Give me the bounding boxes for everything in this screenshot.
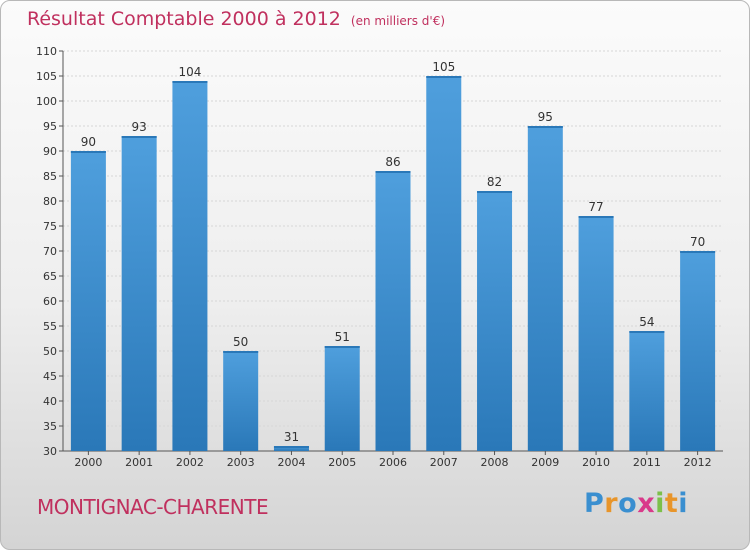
bar-cap bbox=[172, 81, 208, 83]
bar bbox=[172, 81, 208, 451]
x-tick-label: 2006 bbox=[379, 456, 407, 469]
value-label: 90 bbox=[81, 135, 96, 149]
x-tick-label: 2010 bbox=[582, 456, 610, 469]
y-tick-label: 65 bbox=[43, 270, 57, 283]
logo-letter: t bbox=[664, 488, 679, 519]
logo-letter: P bbox=[584, 488, 605, 519]
axes: 30 35 40 45 50 55 60 65 70 75 80 85 90 95 100 105 110 200… bbox=[36, 45, 723, 469]
bar-cap bbox=[426, 76, 462, 78]
x-tick-label: 2003 bbox=[227, 456, 255, 469]
x-tick-label: 2012 bbox=[684, 456, 712, 469]
y-tick-label: 90 bbox=[43, 145, 57, 158]
place-name: MONTIGNAC-CHARENTE bbox=[37, 495, 269, 519]
logo-letter: i bbox=[678, 488, 689, 519]
bar-cap bbox=[273, 446, 309, 448]
chart-title: Résultat Comptable 2000 à 2012 bbox=[27, 8, 341, 30]
value-label: 31 bbox=[284, 430, 299, 444]
y-tick-label: 40 bbox=[43, 395, 57, 408]
y-tick-label: 95 bbox=[43, 120, 57, 133]
value-label: 77 bbox=[588, 200, 603, 214]
bars bbox=[70, 76, 716, 451]
bar bbox=[223, 351, 259, 451]
y-tick-label: 70 bbox=[43, 245, 57, 258]
value-label: 50 bbox=[233, 335, 248, 349]
x-tick-label: 2007 bbox=[430, 456, 458, 469]
logo-letter: r bbox=[604, 488, 619, 519]
bar-cap bbox=[578, 216, 614, 218]
y-tick-label: 45 bbox=[43, 370, 57, 383]
bar bbox=[426, 76, 462, 451]
bar bbox=[527, 126, 563, 451]
y-tick-label: 55 bbox=[43, 320, 57, 333]
labels: 90 93 104 50 31 51 86 105 82 95 77 54 70 bbox=[81, 60, 706, 444]
bar bbox=[680, 251, 716, 451]
bar bbox=[121, 136, 157, 451]
y-tick-label: 75 bbox=[43, 220, 57, 233]
bar-cap bbox=[629, 331, 665, 333]
logo-letter: x bbox=[637, 488, 656, 519]
title-row: Résultat Comptable 2000 à 2012 (en millie… bbox=[27, 8, 445, 30]
value-label: 104 bbox=[178, 65, 201, 79]
y-tick-label: 50 bbox=[43, 345, 57, 358]
x-tick-label: 2009 bbox=[531, 456, 559, 469]
y-tick-label: 110 bbox=[36, 45, 57, 58]
value-label: 51 bbox=[335, 330, 350, 344]
bar-cap bbox=[527, 126, 563, 128]
bar-cap bbox=[477, 191, 513, 193]
bar bbox=[375, 171, 411, 451]
bar-cap bbox=[375, 171, 411, 173]
y-tick-label: 60 bbox=[43, 295, 57, 308]
bar-cap bbox=[223, 351, 259, 353]
value-label: 105 bbox=[432, 60, 455, 74]
bar-cap bbox=[680, 251, 716, 253]
chart-subtitle: (en milliers d'€) bbox=[350, 14, 446, 28]
bar-cap bbox=[324, 346, 360, 348]
value-label: 70 bbox=[690, 235, 705, 249]
bar bbox=[324, 346, 360, 451]
y-tick-label: 80 bbox=[43, 195, 57, 208]
logo-letter: i bbox=[655, 488, 665, 519]
proxiti-logo: Proxiti bbox=[584, 488, 688, 519]
x-tick-label: 2001 bbox=[125, 456, 153, 469]
x-tick-label: 2004 bbox=[277, 456, 305, 469]
y-tick-label: 30 bbox=[43, 445, 57, 458]
y-tick-label: 85 bbox=[43, 170, 57, 183]
bar bbox=[70, 151, 106, 451]
value-label: 54 bbox=[639, 315, 654, 329]
x-tick-label: 2005 bbox=[328, 456, 356, 469]
y-tick-label: 100 bbox=[36, 95, 57, 108]
y-tick-label: 35 bbox=[43, 420, 57, 433]
value-label: 82 bbox=[487, 175, 502, 189]
bar-cap bbox=[121, 136, 157, 138]
bar bbox=[578, 216, 614, 451]
value-label: 95 bbox=[538, 110, 553, 124]
bar bbox=[273, 446, 309, 451]
bar-cap bbox=[70, 151, 106, 153]
x-tick-label: 2011 bbox=[633, 456, 661, 469]
value-label: 86 bbox=[385, 155, 400, 169]
x-tick-label: 2002 bbox=[176, 456, 204, 469]
bar bbox=[477, 191, 513, 451]
value-label: 93 bbox=[132, 120, 147, 134]
y-tick-label: 105 bbox=[36, 70, 57, 83]
logo-letter: o bbox=[618, 488, 638, 519]
x-tick-label: 2000 bbox=[74, 456, 102, 469]
x-tick-label: 2008 bbox=[481, 456, 509, 469]
bar bbox=[629, 331, 665, 451]
